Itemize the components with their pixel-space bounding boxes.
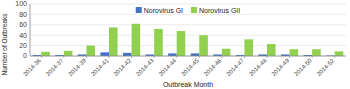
bars [33,24,344,56]
grid-line [30,45,346,46]
x-tick-label: 2014-46 [203,57,223,77]
x-tick-label: 2014-39 [67,57,87,77]
x-tick [176,56,177,58]
y-tick-label: 20 [19,42,27,49]
y-tick-label: 60 [19,21,27,28]
bar [312,49,321,56]
bar [41,52,50,56]
bar [244,39,253,56]
bar [290,49,299,56]
x-tick [267,56,268,58]
bar [123,53,132,56]
x-tick-label: 2014-42 [112,57,132,77]
grid-line [30,4,346,5]
bar [177,31,186,56]
x-tick [86,56,87,58]
bar [222,49,231,56]
x-tick-label: 2014-44 [158,57,178,77]
y-tick-label: 0 [23,52,27,59]
x-tick-label: 2014-45 [180,57,200,77]
bar [109,27,118,56]
x-tick-label: 2014-48 [248,57,268,77]
x-tick [41,56,42,58]
x-tick-label: 2014-41 [90,57,110,77]
grid-line [30,24,346,25]
bar [86,46,95,56]
x-tick-label: 2014-52 [316,57,336,77]
bar [335,51,344,56]
x-tick [221,56,222,58]
x-tick-label: 2014-43 [135,57,155,77]
x-tick [334,56,335,58]
x-tick [199,56,200,58]
bar [267,44,276,56]
y-tick-label: 80 [19,11,27,18]
bar [100,52,109,56]
y-axis-label: Number of Outbreaks [1,13,8,76]
grid-line [30,56,346,57]
legend-swatch [191,7,197,13]
y-tick-label: 40 [19,32,27,39]
legend: Norovirus GI Norovirus GII [136,7,241,14]
legend-swatch [136,7,142,13]
x-tick-label: 2014-37 [45,57,65,77]
x-tick [289,56,290,58]
y-grid [30,4,346,56]
x-tick-label: 2014-47 [225,57,245,77]
grid-line [30,35,346,36]
grid-line [30,14,346,15]
y-tick-label: 100 [15,0,27,7]
x-tick [244,56,245,58]
x-tick-label: 2014-49 [270,57,290,77]
bar [199,35,208,56]
bar [154,29,163,56]
x-tick-labels: 2014-362014-372014-392014-412014-422014-… [22,56,336,77]
bar [132,24,141,56]
x-axis-label: Outbreak Month [163,81,213,88]
x-tick-label: 2014-36 [22,57,42,77]
x-axis-line [30,56,346,57]
x-tick [63,56,64,58]
bar [64,51,73,56]
x-tick [154,56,155,58]
x-tick-label: 2014-50 [293,57,313,77]
legend-background [134,6,243,14]
x-tick [312,56,313,58]
legend-label: Norovirus GI [144,7,183,14]
chart: 0 20 40 60 80 100 2014-362014-372014-392014-41… [0,0,350,89]
x-tick [109,56,110,58]
x-tick [131,56,132,58]
y-axis-line [30,4,31,56]
legend-label: Norovirus GII [199,7,240,14]
